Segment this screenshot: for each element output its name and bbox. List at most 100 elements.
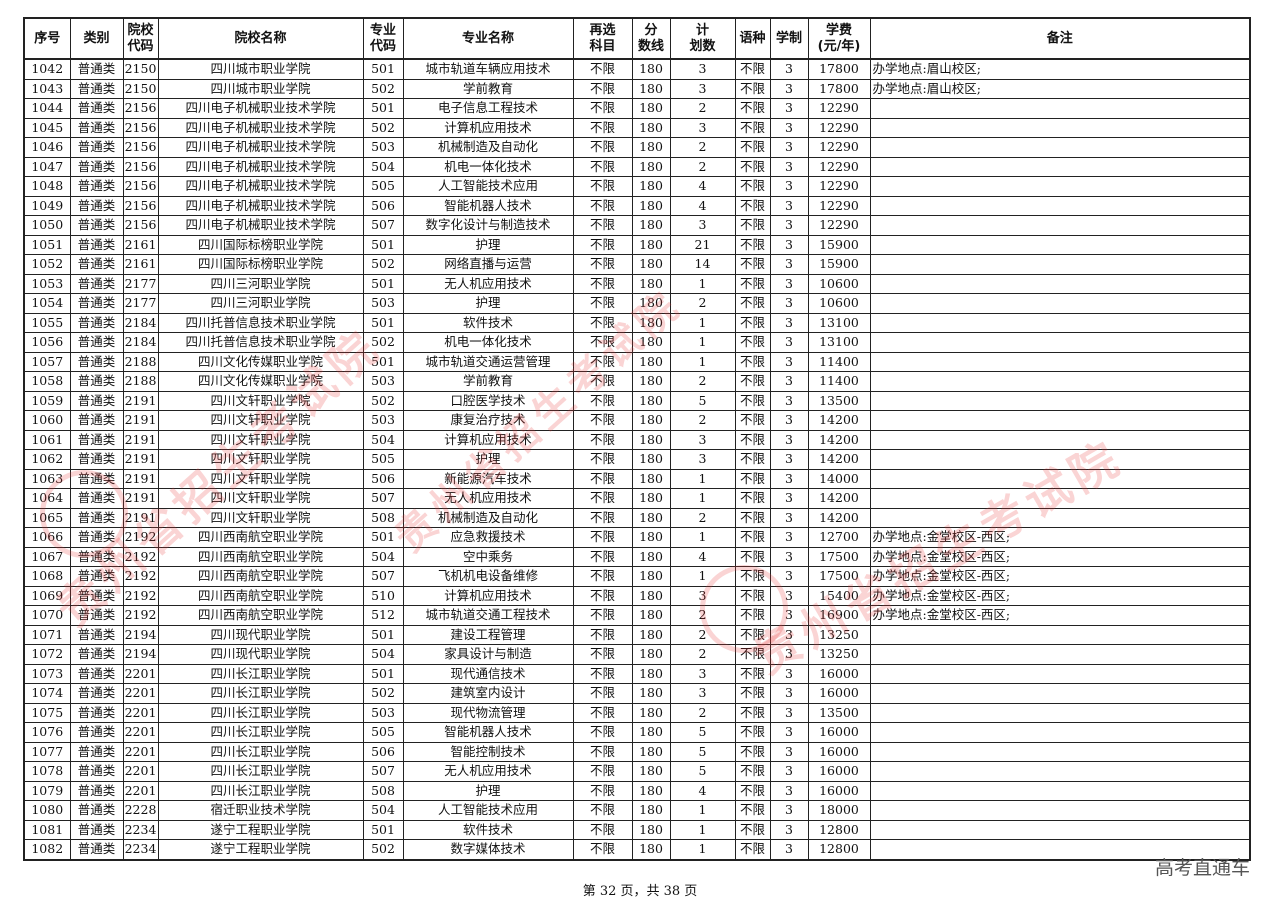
cell-note bbox=[869, 293, 1251, 314]
cell-school-code: 2156 bbox=[122, 98, 159, 119]
cell-school-name: 四川长江职业学院 bbox=[157, 780, 364, 801]
cell-duration: 3 bbox=[769, 176, 809, 197]
cell-category: 普通类 bbox=[69, 293, 124, 314]
cell-major-code: 507 bbox=[362, 488, 404, 509]
cell-seq: 1079 bbox=[23, 780, 71, 801]
cell-language: 不限 bbox=[734, 215, 771, 236]
cell-language: 不限 bbox=[734, 624, 771, 645]
header-duration: 学制 bbox=[769, 17, 809, 60]
cell-major-code: 501 bbox=[362, 312, 404, 333]
cell-seq: 1067 bbox=[23, 546, 71, 567]
cell-duration: 3 bbox=[769, 722, 809, 743]
cell-school-name: 四川长江职业学院 bbox=[157, 663, 364, 684]
cell-note bbox=[869, 780, 1251, 801]
cell-school-name: 四川长江职业学院 bbox=[157, 722, 364, 743]
cell-subject-req: 不限 bbox=[572, 410, 633, 431]
cell-category: 普通类 bbox=[69, 312, 124, 333]
cell-language: 不限 bbox=[734, 761, 771, 782]
cell-plan-count: 2 bbox=[669, 410, 736, 431]
cell-score-line: 180 bbox=[631, 156, 671, 177]
cell-tuition: 15900 bbox=[807, 254, 871, 275]
cell-major-code: 505 bbox=[362, 449, 404, 470]
cell-language: 不限 bbox=[734, 449, 771, 470]
cell-language: 不限 bbox=[734, 702, 771, 723]
table-row: 1080 普通类 2228 宿迁职业技术学院 504 人工智能技术应用 不限 180 1 不限 3 1… bbox=[23, 800, 1251, 821]
cell-category: 普通类 bbox=[69, 780, 124, 801]
cell-note: 办学地点:眉山校区; bbox=[869, 78, 1251, 99]
cell-school-code: 2234 bbox=[122, 819, 159, 840]
cell-score-line: 180 bbox=[631, 410, 671, 431]
cell-note: 办学地点:金堂校区-西区; bbox=[869, 585, 1251, 606]
cell-plan-count: 1 bbox=[669, 332, 736, 353]
table-row: 1068 普通类 2192 四川西南航空职业学院 507 飞机机电设备维修 不限 180 1 不限… bbox=[23, 566, 1251, 587]
cell-school-code: 2156 bbox=[122, 215, 159, 236]
cell-subject-req: 不限 bbox=[572, 488, 633, 509]
cell-category: 普通类 bbox=[69, 78, 124, 99]
cell-language: 不限 bbox=[734, 371, 771, 392]
cell-school-name: 四川文轩职业学院 bbox=[157, 488, 364, 509]
cell-school-code: 2194 bbox=[122, 644, 159, 665]
cell-duration: 3 bbox=[769, 507, 809, 528]
cell-major-code: 503 bbox=[362, 371, 404, 392]
cell-major-name: 口腔医学技术 bbox=[402, 390, 574, 411]
cell-category: 普通类 bbox=[69, 156, 124, 177]
cell-tuition: 18000 bbox=[807, 800, 871, 821]
header-category: 类别 bbox=[69, 17, 124, 60]
cell-score-line: 180 bbox=[631, 741, 671, 762]
cell-school-name: 遂宁工程职业学院 bbox=[157, 819, 364, 840]
cell-category: 普通类 bbox=[69, 273, 124, 294]
cell-major-code: 502 bbox=[362, 839, 404, 860]
cell-major-code: 501 bbox=[362, 527, 404, 548]
cell-school-code: 2201 bbox=[122, 722, 159, 743]
cell-major-code: 503 bbox=[362, 293, 404, 314]
cell-score-line: 180 bbox=[631, 429, 671, 450]
cell-major-code: 501 bbox=[362, 624, 404, 645]
cell-plan-count: 1 bbox=[669, 566, 736, 587]
cell-note bbox=[869, 429, 1251, 450]
cell-school-code: 2191 bbox=[122, 410, 159, 431]
cell-score-line: 180 bbox=[631, 312, 671, 333]
cell-school-code: 2191 bbox=[122, 429, 159, 450]
cell-score-line: 180 bbox=[631, 195, 671, 216]
table-row: 1076 普通类 2201 四川长江职业学院 505 智能机器人技术 不限 180 5 不限 3 16… bbox=[23, 722, 1251, 743]
cell-note: 办学地点:金堂校区-西区; bbox=[869, 605, 1251, 626]
cell-score-line: 180 bbox=[631, 98, 671, 119]
cell-school-name: 四川城市职业学院 bbox=[157, 58, 364, 80]
cell-major-code: 507 bbox=[362, 215, 404, 236]
cell-major-name: 新能源汽车技术 bbox=[402, 468, 574, 489]
cell-tuition: 14200 bbox=[807, 429, 871, 450]
table-row: 1055 普通类 2184 四川托普信息技术职业学院 501 软件技术 不限 180 1 不限 3 1… bbox=[23, 312, 1251, 333]
cell-note bbox=[869, 176, 1251, 197]
cell-school-code: 2192 bbox=[122, 566, 159, 587]
cell-plan-count: 1 bbox=[669, 839, 736, 860]
cell-note bbox=[869, 507, 1251, 528]
cell-school-code: 2194 bbox=[122, 624, 159, 645]
header-subject-req: 再选 科目 bbox=[572, 17, 633, 60]
cell-school-name: 四川文轩职业学院 bbox=[157, 449, 364, 470]
cell-major-name: 空中乘务 bbox=[402, 546, 574, 567]
cell-note bbox=[869, 683, 1251, 704]
cell-seq: 1064 bbox=[23, 488, 71, 509]
cell-major-name: 软件技术 bbox=[402, 819, 574, 840]
cell-note bbox=[869, 761, 1251, 782]
cell-school-code: 2184 bbox=[122, 312, 159, 333]
admission-plan-table: 序号 类别 院校 代码 院校名称 专业 代码 专业名称 再选 科目分数线计划数 语种 学制 学费 (元/年… bbox=[23, 17, 1251, 861]
cell-plan-count: 2 bbox=[669, 624, 736, 645]
table-row: 1078 普通类 2201 四川长江职业学院 507 无人机应用技术 不限 180 5 不限 3 16… bbox=[23, 761, 1251, 782]
cell-note bbox=[869, 351, 1251, 372]
cell-tuition: 14000 bbox=[807, 468, 871, 489]
cell-major-name: 护理 bbox=[402, 293, 574, 314]
cell-plan-count: 1 bbox=[669, 351, 736, 372]
table-row: 1063 普通类 2191 四川文轩职业学院 506 新能源汽车技术 不限 180 1 不限 3 14… bbox=[23, 468, 1251, 489]
cell-tuition: 14200 bbox=[807, 449, 871, 470]
cell-school-name: 四川西南航空职业学院 bbox=[157, 566, 364, 587]
cell-plan-count: 5 bbox=[669, 741, 736, 762]
cell-seq: 1055 bbox=[23, 312, 71, 333]
cell-major-code: 505 bbox=[362, 176, 404, 197]
cell-school-name: 四川电子机械职业技术学院 bbox=[157, 176, 364, 197]
cell-category: 普通类 bbox=[69, 585, 124, 606]
cell-tuition: 14200 bbox=[807, 410, 871, 431]
cell-score-line: 180 bbox=[631, 800, 671, 821]
cell-language: 不限 bbox=[734, 254, 771, 275]
cell-school-code: 2161 bbox=[122, 254, 159, 275]
